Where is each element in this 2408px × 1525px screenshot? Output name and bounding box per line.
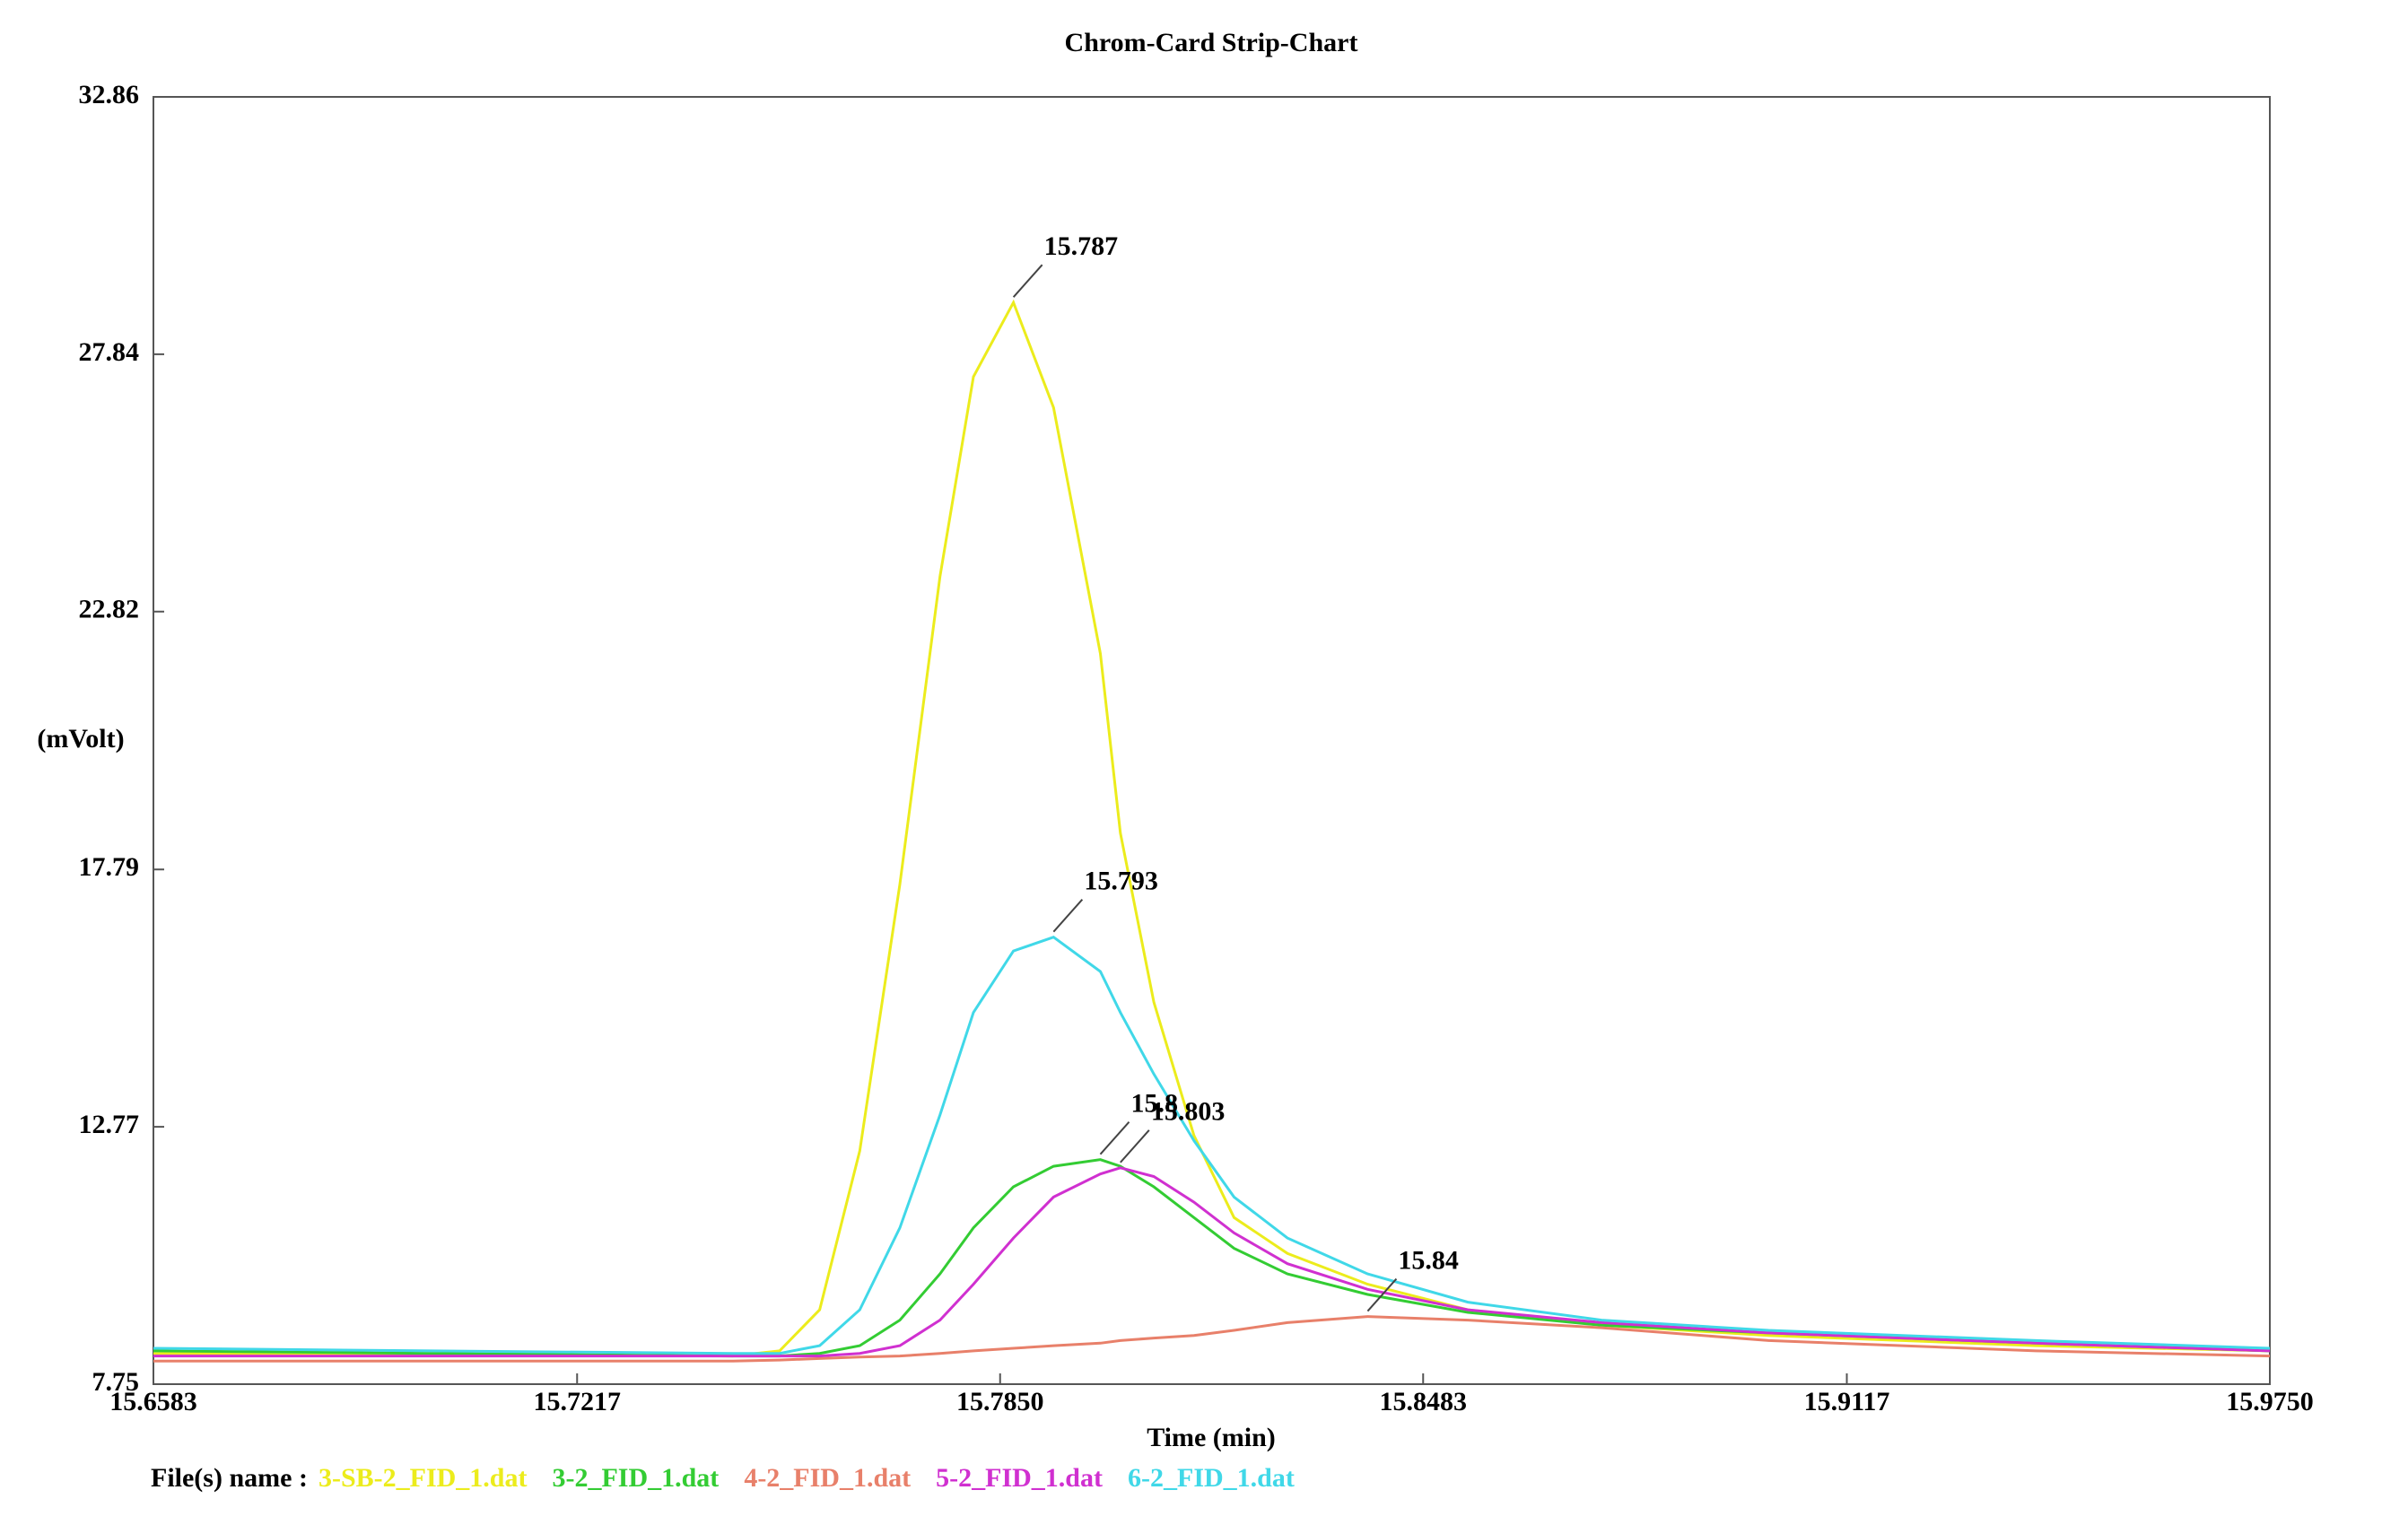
legend-entry: 4-2_FID_1.dat [744, 1463, 911, 1493]
x-tick-label: 15.7850 [956, 1387, 1044, 1416]
series-line [153, 1315, 2271, 1363]
peak-label: 15.8 [1130, 1089, 1178, 1119]
x-tick-label: 15.7217 [533, 1387, 621, 1416]
series-line [153, 1166, 2271, 1358]
chart-title: Chrom-Card Strip-Chart [1065, 28, 1358, 57]
y-axis-label: (mVolt) [37, 724, 124, 754]
y-tick-label: 12.77 [79, 1110, 140, 1139]
legend-entry: 3-SB-2_FID_1.dat [318, 1463, 528, 1493]
x-axis-label: Time (min) [1147, 1423, 1276, 1452]
y-tick-label: 27.84 [79, 337, 140, 367]
legend-title: File(s) name : [151, 1463, 308, 1493]
x-tick-label: 15.8483 [1380, 1387, 1468, 1416]
peak-leader [1052, 899, 1084, 933]
peak-leader [1099, 1121, 1130, 1155]
plot-frame [153, 96, 2271, 1385]
x-tick-label: 15.9117 [1804, 1387, 1890, 1416]
x-tick-label: 15.6583 [109, 1387, 197, 1416]
y-tick-label: 22.82 [79, 595, 140, 624]
peak-label: 15.793 [1084, 867, 1158, 896]
series-line [153, 1158, 2271, 1358]
peak-label: 15.84 [1398, 1245, 1459, 1275]
y-tick-label: 7.75 [92, 1367, 140, 1397]
legend-entry: 3-2_FID_1.dat [552, 1463, 719, 1493]
peak-label: 15.803 [1151, 1097, 1226, 1127]
peak-leader [1366, 1277, 1398, 1312]
legend-entry: 6-2_FID_1.dat [1128, 1463, 1295, 1493]
y-tick-label: 17.79 [79, 852, 140, 882]
series-line [153, 936, 2271, 1355]
peak-leader [1012, 264, 1043, 298]
peak-leader [1120, 1129, 1150, 1163]
x-tick-label: 15.9750 [2226, 1387, 2314, 1416]
peak-label: 15.787 [1044, 231, 1119, 261]
series-line [153, 299, 2271, 1358]
y-tick-label: 32.86 [79, 80, 140, 109]
legend-entry: 5-2_FID_1.dat [936, 1463, 1103, 1493]
